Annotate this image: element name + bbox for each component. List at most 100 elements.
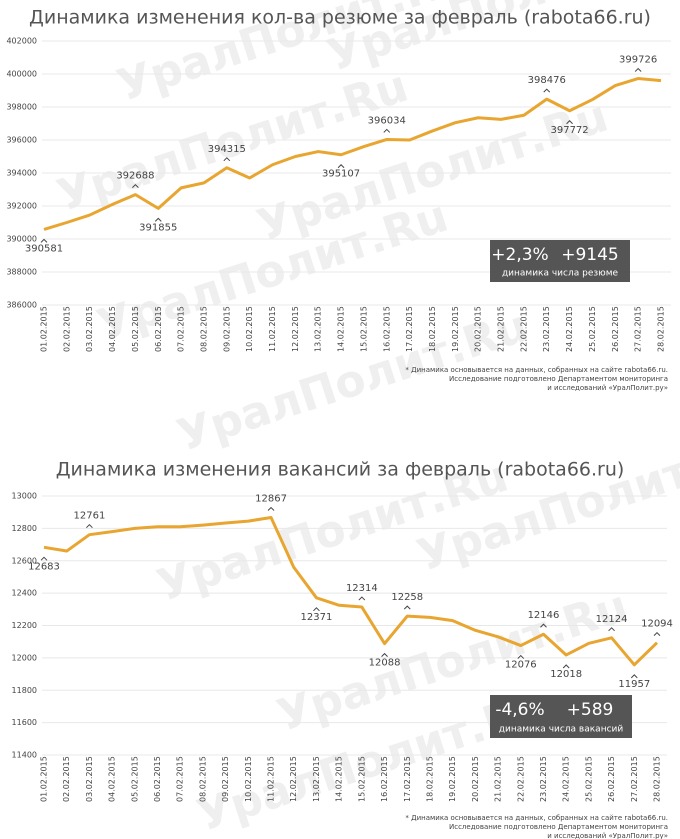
data-label: 12683: [28, 561, 60, 572]
line-series: [43, 77, 662, 231]
data-label: 391855: [139, 222, 177, 233]
data-label: 12314: [346, 583, 378, 594]
label-caret: [132, 183, 139, 189]
x-tick-label: 06.02.2015: [153, 756, 162, 802]
x-tick-label: 15.02.2015: [359, 306, 368, 352]
data-label: 394315: [208, 144, 246, 155]
y-tick-label: 12800: [12, 524, 37, 533]
y-tick-label: 392000: [6, 202, 37, 211]
data-label: 12146: [528, 610, 560, 621]
x-tick-label: 21.02.2015: [497, 306, 506, 352]
x-tick-label: 15.02.2015: [357, 756, 366, 802]
x-tick-label: 20.02.2015: [474, 306, 483, 352]
y-tick-label: 400000: [6, 70, 37, 79]
x-tick-label: 18.02.2015: [428, 306, 437, 352]
x-tick-label: 09.02.2015: [221, 756, 230, 802]
data-label: 12258: [391, 592, 423, 603]
label-caret: [653, 631, 661, 637]
x-tick-label: 03.02.2015: [85, 756, 94, 802]
label-caret: [540, 623, 547, 628]
y-tick-label: 396000: [6, 136, 37, 145]
x-tick-label: 13.02.2015: [314, 306, 323, 352]
label-caret: [154, 217, 162, 222]
data-label: 395107: [322, 169, 360, 180]
label-caret: [40, 238, 48, 243]
footnote: и исследований «УралПолит.ру»: [547, 832, 668, 839]
x-tick-label: 04.02.2015: [108, 756, 117, 802]
label-caret: [381, 652, 388, 657]
line-series: [43, 516, 659, 667]
y-tick-label: 12600: [12, 556, 37, 565]
chart-title: Динамика изменения кол-ва резюме за февр…: [29, 7, 651, 29]
y-tick-label: 394000: [6, 169, 37, 178]
x-tick-label: 25.02.2015: [584, 756, 593, 802]
label-caret: [337, 164, 345, 169]
label-caret: [40, 556, 48, 561]
x-tick-label: 21.02.2015: [494, 756, 503, 802]
footnote: * Динамика основывается на данных, собра…: [405, 814, 668, 822]
stat-change: +589: [567, 700, 614, 720]
x-tick-label: 26.02.2015: [611, 306, 620, 352]
x-tick-label: 02.02.2015: [62, 756, 71, 802]
x-tick-label: 14.02.2015: [335, 756, 344, 802]
x-tick-label: 22.02.2015: [519, 306, 528, 352]
y-tick-label: 12200: [12, 621, 37, 630]
x-tick-label: 28.02.2015: [653, 756, 662, 802]
x-tick-label: 08.02.2015: [198, 756, 207, 802]
data-label: 12088: [369, 658, 401, 669]
y-tick-label: 398000: [6, 103, 37, 112]
x-tick-label: 27.02.2015: [630, 756, 639, 802]
x-tick-label: 20.02.2015: [471, 756, 480, 802]
y-tick-label: 388000: [6, 268, 37, 277]
x-tick-label: 10.02.2015: [245, 306, 254, 352]
stat-percent: -4,6%: [495, 700, 544, 720]
x-tick-label: 17.02.2015: [405, 306, 414, 352]
label-caret: [608, 627, 615, 632]
x-tick-label: 25.02.2015: [588, 306, 597, 352]
data-label: 12124: [596, 614, 628, 625]
x-tick-label: 03.02.2015: [85, 306, 94, 352]
y-tick-label: 11800: [12, 686, 37, 695]
x-tick-label: 12.02.2015: [289, 756, 298, 802]
x-tick-label: 16.02.2015: [382, 306, 391, 352]
x-tick-label: 24.02.2015: [565, 306, 574, 352]
x-tick-label: 19.02.2015: [451, 306, 460, 352]
label-caret: [267, 506, 275, 511]
x-tick-label: 19.02.2015: [448, 756, 457, 802]
x-tick-label: 05.02.2015: [130, 756, 139, 802]
data-label: 398476: [528, 75, 566, 86]
label-caret: [517, 654, 525, 659]
x-tick-label: 14.02.2015: [337, 306, 346, 352]
x-tick-label: 07.02.2015: [176, 756, 185, 802]
x-tick-label: 24.02.2015: [562, 756, 571, 802]
x-tick-label: 08.02.2015: [199, 306, 208, 352]
stat-box: [490, 240, 630, 282]
x-tick-label: 23.02.2015: [542, 306, 551, 352]
x-tick-label: 11.02.2015: [268, 306, 277, 352]
x-tick-label: 22.02.2015: [516, 756, 525, 802]
data-label: 12076: [505, 660, 537, 671]
stat-change: +9145: [561, 245, 619, 265]
label-caret: [543, 88, 551, 93]
data-label: 399726: [619, 55, 657, 66]
y-tick-label: 13000: [12, 492, 37, 501]
y-tick-label: 402000: [6, 37, 37, 46]
footnote: * Динамика основывается на данных, собра…: [405, 366, 668, 374]
x-tick-label: 07.02.2015: [177, 306, 186, 352]
x-tick-label: 16.02.2015: [380, 756, 389, 802]
y-tick-label: 12400: [12, 589, 37, 598]
x-tick-label: 26.02.2015: [607, 756, 616, 802]
label-caret: [313, 607, 320, 612]
x-tick-label: 28.02.2015: [657, 306, 666, 352]
chart-title: Динамика изменения вакансий за февраль (…: [56, 459, 625, 481]
y-tick-label: 386000: [6, 301, 37, 310]
label-caret: [634, 67, 642, 72]
label-caret: [562, 664, 570, 669]
data-label: 390581: [25, 243, 63, 254]
data-label: 392688: [116, 171, 154, 182]
data-label: 12018: [550, 669, 582, 680]
label-caret: [383, 128, 391, 133]
stat-percent: +2,3%: [491, 245, 548, 265]
data-label: 12867: [255, 494, 287, 505]
